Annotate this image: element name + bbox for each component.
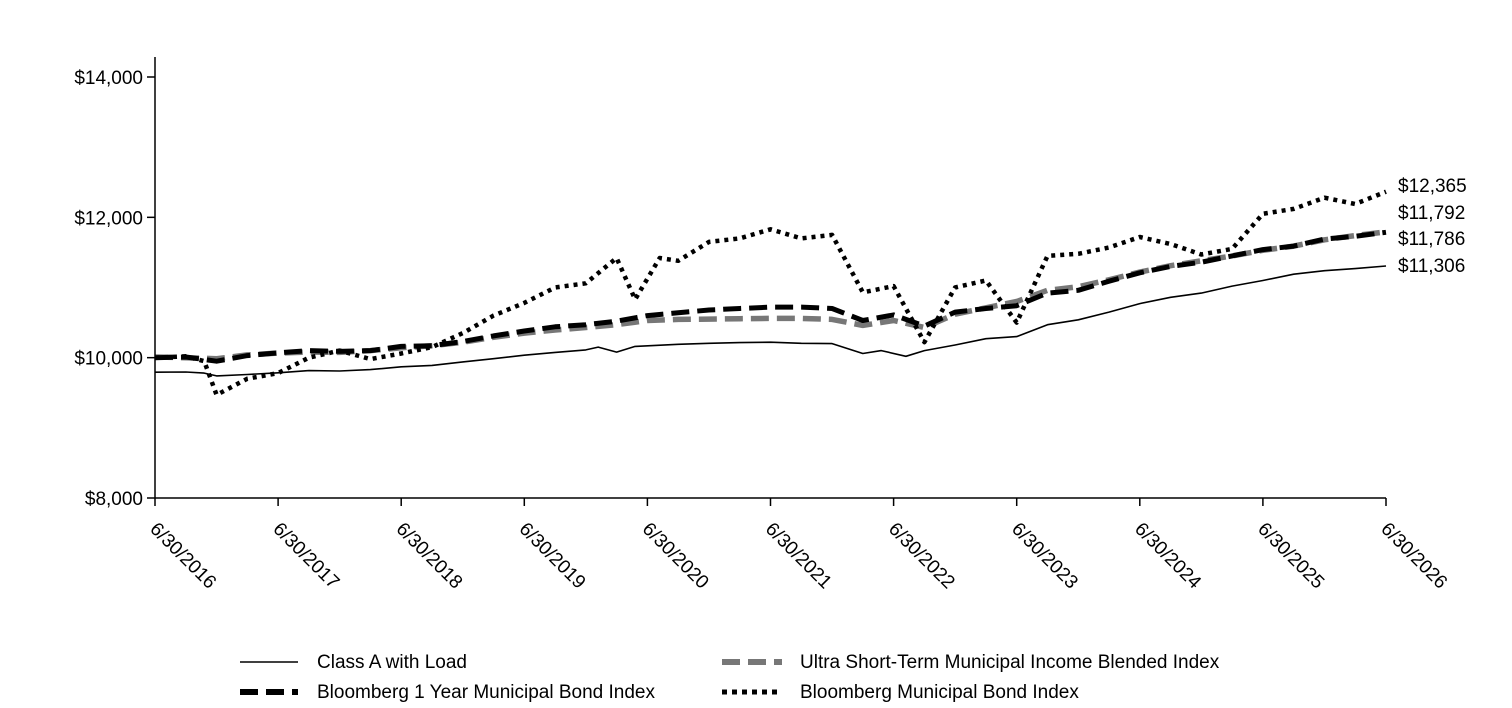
legend-item-bloomberg-1yr: Bloomberg 1 Year Municipal Bond Index: [240, 682, 656, 703]
end-value-label: $11,792: [1398, 203, 1465, 224]
x-tick-label: 6/30/2020: [638, 519, 713, 594]
series-line-0: [154, 265, 1387, 377]
legend-item-bloomberg-muni: Bloomberg Municipal Bond Index: [722, 682, 1079, 703]
legend-label-class-a: Class A with Load: [317, 652, 467, 673]
y-tick-label: $10,000: [74, 349, 143, 370]
x-axis-ticks: 6/30/2016 6/30/2017 6/30/2018 6/30/2019 6/30…: [145, 498, 1451, 594]
end-value-label: $12,365: [1398, 176, 1467, 197]
x-tick-label: 6/30/2021: [761, 519, 836, 594]
series-line-2: [154, 229, 1387, 364]
x-tick-label: 6/30/2022: [884, 519, 959, 594]
legend-label-bloomberg-1yr: Bloomberg 1 Year Municipal Bond Index: [317, 682, 656, 703]
y-axis-ticks: $8,000 $10,000 $12,000 $14,000: [74, 68, 155, 510]
plot-area: $8,000$10,000$12,000$14,000 6/30/2016 6/3…: [74, 57, 1467, 594]
legend-label-bloomberg-muni: Bloomberg Municipal Bond Index: [800, 682, 1079, 703]
y-tick-label: $12,000: [74, 208, 143, 229]
legend-item-ultra-short: Ultra Short-Term Municipal Income Blende…: [722, 652, 1220, 673]
x-tick-label: 6/30/2017: [269, 519, 344, 594]
series-line-3: [154, 189, 1387, 398]
legend: Class A with Load Ultra Short-Term Munic…: [240, 652, 1220, 703]
x-tick-label: 6/30/2024: [1130, 519, 1205, 594]
legend-item-class-a: Class A with Load: [240, 652, 467, 673]
y-tick-label: $8,000: [85, 489, 143, 510]
series-layer: [154, 189, 1387, 398]
y-tick-label: $14,000: [74, 68, 143, 89]
x-tick-label: 6/30/2025: [1253, 519, 1328, 594]
x-tick-label: 6/30/2018: [392, 519, 467, 594]
x-tick-label: 6/30/2016: [145, 519, 220, 594]
x-tick-label: 6/30/2023: [1007, 519, 1082, 594]
x-tick-label: 6/30/2019: [515, 519, 590, 594]
end-labels: $12,365 $11,792 $11,786 $11,306: [1398, 176, 1467, 277]
end-value-label: $11,306: [1398, 256, 1465, 277]
end-value-label: $11,786: [1398, 229, 1465, 250]
x-tick-label: 6/30/2026: [1376, 519, 1451, 594]
series-line-1: [154, 229, 1387, 362]
legend-label-ultra-short: Ultra Short-Term Municipal Income Blende…: [800, 652, 1220, 673]
